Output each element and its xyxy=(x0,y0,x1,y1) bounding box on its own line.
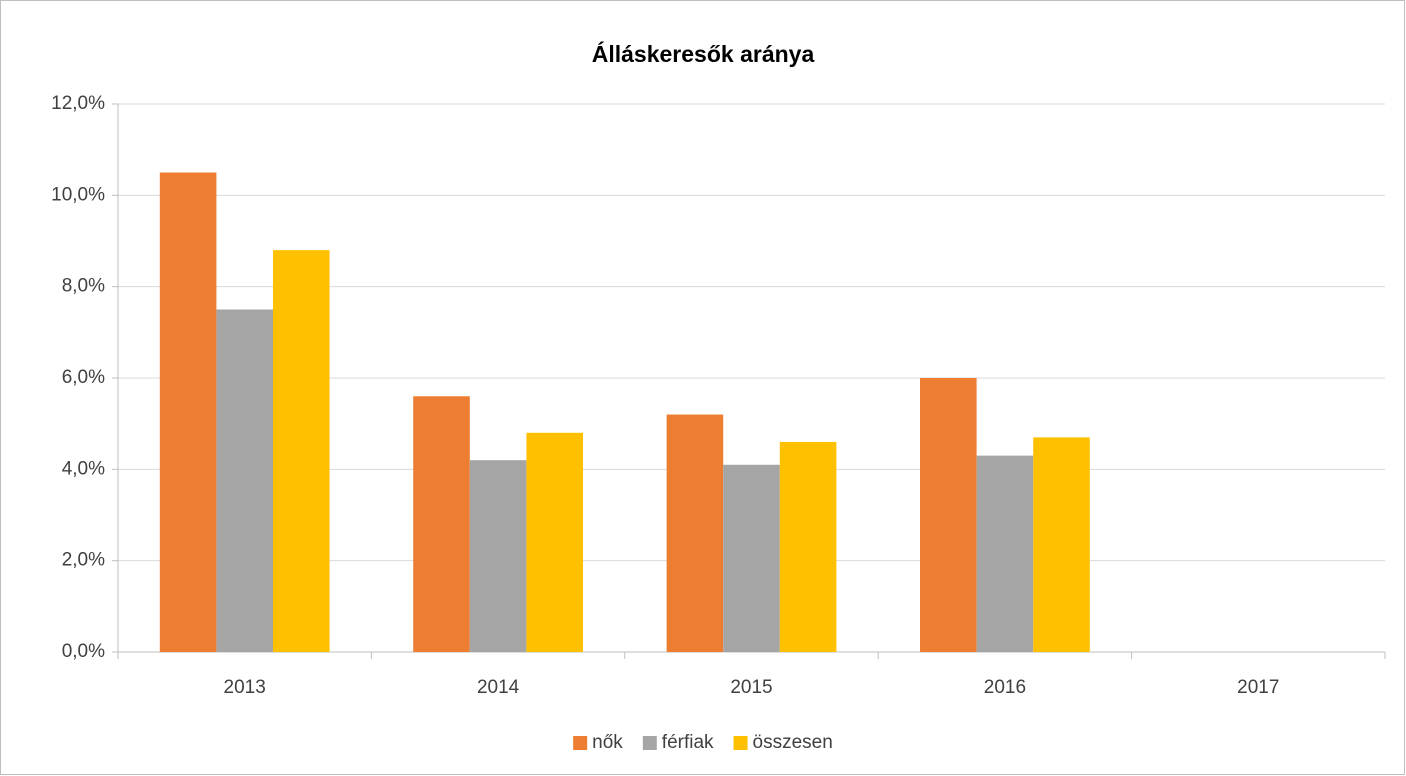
bar xyxy=(976,455,1034,652)
bar xyxy=(723,464,780,652)
y-tick-label: 8,0% xyxy=(62,276,105,297)
x-tick-label: 2017 xyxy=(1237,677,1279,698)
y-tick-label: 6,0% xyxy=(62,367,105,388)
legend-label: nők xyxy=(592,732,623,753)
bar xyxy=(920,378,977,652)
bar xyxy=(272,250,330,652)
legend-swatch xyxy=(573,736,588,750)
bar xyxy=(469,460,527,652)
legend-label: férfiak xyxy=(662,732,714,753)
y-tick-label: 4,0% xyxy=(62,458,105,479)
bar xyxy=(216,309,273,652)
legend-swatch xyxy=(733,736,748,750)
x-tick-label: 2016 xyxy=(984,677,1026,698)
y-tick-label: 2,0% xyxy=(62,550,105,571)
legend-label: összesen xyxy=(753,732,833,753)
bar xyxy=(526,432,583,652)
legend-swatch xyxy=(642,736,657,750)
y-tick-label: 0,0% xyxy=(62,641,105,662)
y-tick-label: 12,0% xyxy=(51,93,105,114)
x-tick-label: 2013 xyxy=(224,677,266,698)
chart-title: Álláskeresők aránya xyxy=(592,40,815,67)
bar xyxy=(666,414,724,652)
bar xyxy=(413,396,470,652)
x-tick-label: 2015 xyxy=(730,677,772,698)
bar xyxy=(1033,437,1090,652)
x-tick-label: 2014 xyxy=(477,677,520,698)
bar xyxy=(779,441,837,652)
bar xyxy=(159,172,217,652)
y-tick-label: 10,0% xyxy=(51,184,105,205)
